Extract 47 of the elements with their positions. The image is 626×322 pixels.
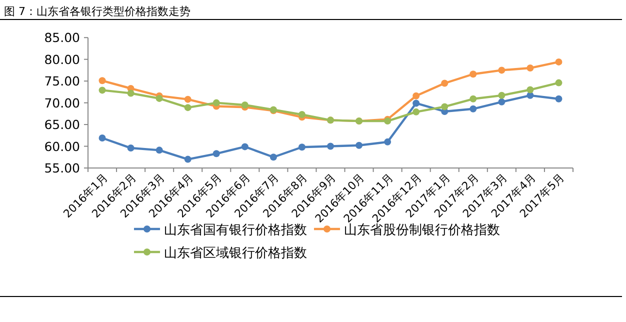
point: [156, 146, 163, 154]
point: [412, 100, 420, 107]
y-tick-label: 80.00: [44, 52, 80, 67]
point: [526, 86, 534, 94]
point: [270, 154, 277, 161]
point: [241, 143, 248, 150]
point: [470, 70, 477, 78]
point: [156, 94, 163, 102]
point: [327, 142, 334, 150]
point: [127, 144, 134, 152]
point: [298, 111, 306, 118]
point: [526, 64, 534, 72]
point: [98, 134, 106, 142]
y-tick-label: 75.00: [44, 74, 80, 89]
legend-label: 山东省国有银行价格指数: [164, 223, 307, 238]
y-tick-label: 65.00: [44, 117, 80, 132]
point: [98, 77, 106, 84]
point: [441, 80, 448, 87]
point: [241, 101, 248, 108]
point: [298, 144, 306, 151]
legend-label: 山东省区域银行价格指数: [164, 246, 307, 261]
point: [555, 95, 562, 102]
chart-title: 图 7：山东省各银行类型价格指数走势: [4, 5, 190, 18]
point: [470, 95, 477, 102]
y-tick-label: 60.00: [44, 138, 80, 154]
point: [212, 150, 220, 158]
point: [184, 104, 192, 112]
legend-label: 山东省股份制银行价格指数: [344, 223, 500, 238]
point: [412, 92, 420, 100]
point: [98, 86, 106, 94]
point: [555, 58, 562, 66]
point: [184, 156, 192, 163]
point: [470, 105, 477, 112]
point: [212, 99, 220, 106]
point: [498, 98, 506, 106]
point: [498, 92, 506, 99]
point: [356, 142, 363, 149]
point: [412, 108, 420, 116]
y-tick-label: 55.00: [44, 160, 80, 176]
y-tick-label: 85.00: [44, 30, 80, 46]
point: [127, 90, 134, 97]
point: [441, 103, 448, 110]
point: [384, 138, 392, 146]
point: [498, 66, 506, 74]
point: [184, 96, 192, 103]
point: [555, 79, 562, 86]
y-tick-label: 70.00: [44, 95, 80, 110]
